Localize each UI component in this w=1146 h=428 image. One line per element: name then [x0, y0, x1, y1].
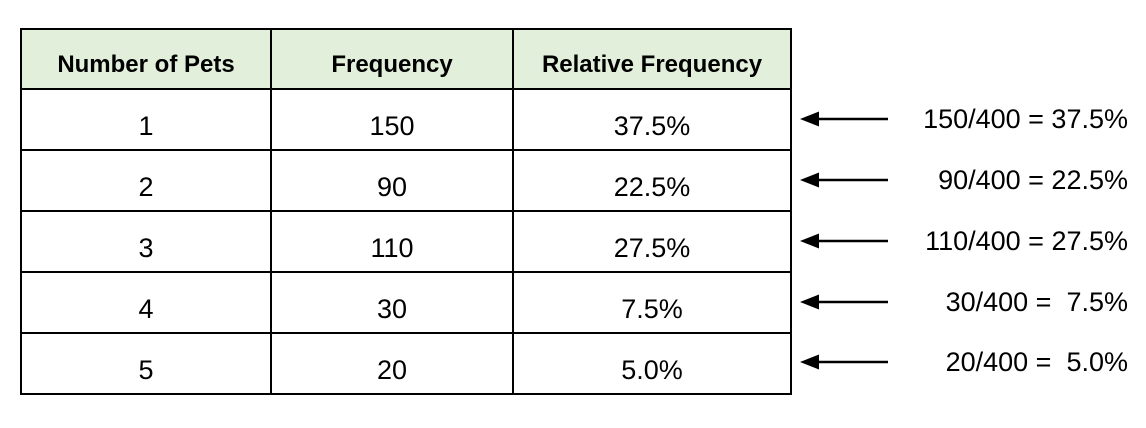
annotation-row: 30/400 = 7.5% [800, 286, 1136, 318]
table-row: 2 90 22.5% [20, 149, 792, 212]
table-header-row: Number of Pets Frequency Relative Freque… [20, 28, 792, 90]
pets-value: 5 [20, 332, 272, 395]
frequency-value: 30 [270, 271, 514, 334]
table-row: 3 110 27.5% [20, 210, 792, 273]
table-row: 5 20 5.0% [20, 332, 792, 395]
relative-frequency-value: 37.5% [512, 88, 792, 151]
left-arrow-icon [800, 354, 888, 370]
pets-value: 1 [20, 88, 272, 151]
frequency-value: 110 [270, 210, 514, 273]
left-arrow-icon [800, 294, 888, 310]
column-header-relative-frequency: Relative Frequency [512, 28, 792, 90]
relative-frequency-value: 22.5% [512, 149, 792, 212]
frequency-value: 150 [270, 88, 514, 151]
left-arrow-icon [800, 172, 888, 188]
left-arrow-icon [800, 233, 888, 249]
column-header-frequency: Frequency [270, 28, 514, 90]
annotation-row: 150/400 = 37.5% [800, 103, 1136, 135]
pets-value: 3 [20, 210, 272, 273]
relative-frequency-value: 27.5% [512, 210, 792, 273]
column-header-number-of-pets: Number of Pets [20, 28, 272, 90]
calculation-text: 90/400 = 22.5% [938, 165, 1128, 195]
left-arrow-icon [800, 111, 888, 127]
calculation-text: 30/400 = 7.5% [945, 287, 1128, 317]
pets-value: 2 [20, 149, 272, 212]
annotation-row: 90/400 = 22.5% [800, 164, 1136, 196]
annotation-row: 110/400 = 27.5% [800, 225, 1136, 257]
relative-frequency-value: 7.5% [512, 271, 792, 334]
calculation-text: 20/400 = 5.0% [945, 347, 1128, 377]
pets-value: 4 [20, 271, 272, 334]
annotation-row: 20/400 = 5.0% [800, 346, 1136, 378]
table-row: 4 30 7.5% [20, 271, 792, 334]
frequency-value: 90 [270, 149, 514, 212]
relative-frequency-value: 5.0% [512, 332, 792, 395]
calculation-text: 150/400 = 37.5% [923, 104, 1128, 134]
frequency-value: 20 [270, 332, 514, 395]
calculation-text: 110/400 = 27.5% [925, 226, 1128, 256]
table-row: 1 150 37.5% [20, 88, 792, 151]
frequency-table: Number of Pets Frequency Relative Freque… [20, 28, 792, 395]
